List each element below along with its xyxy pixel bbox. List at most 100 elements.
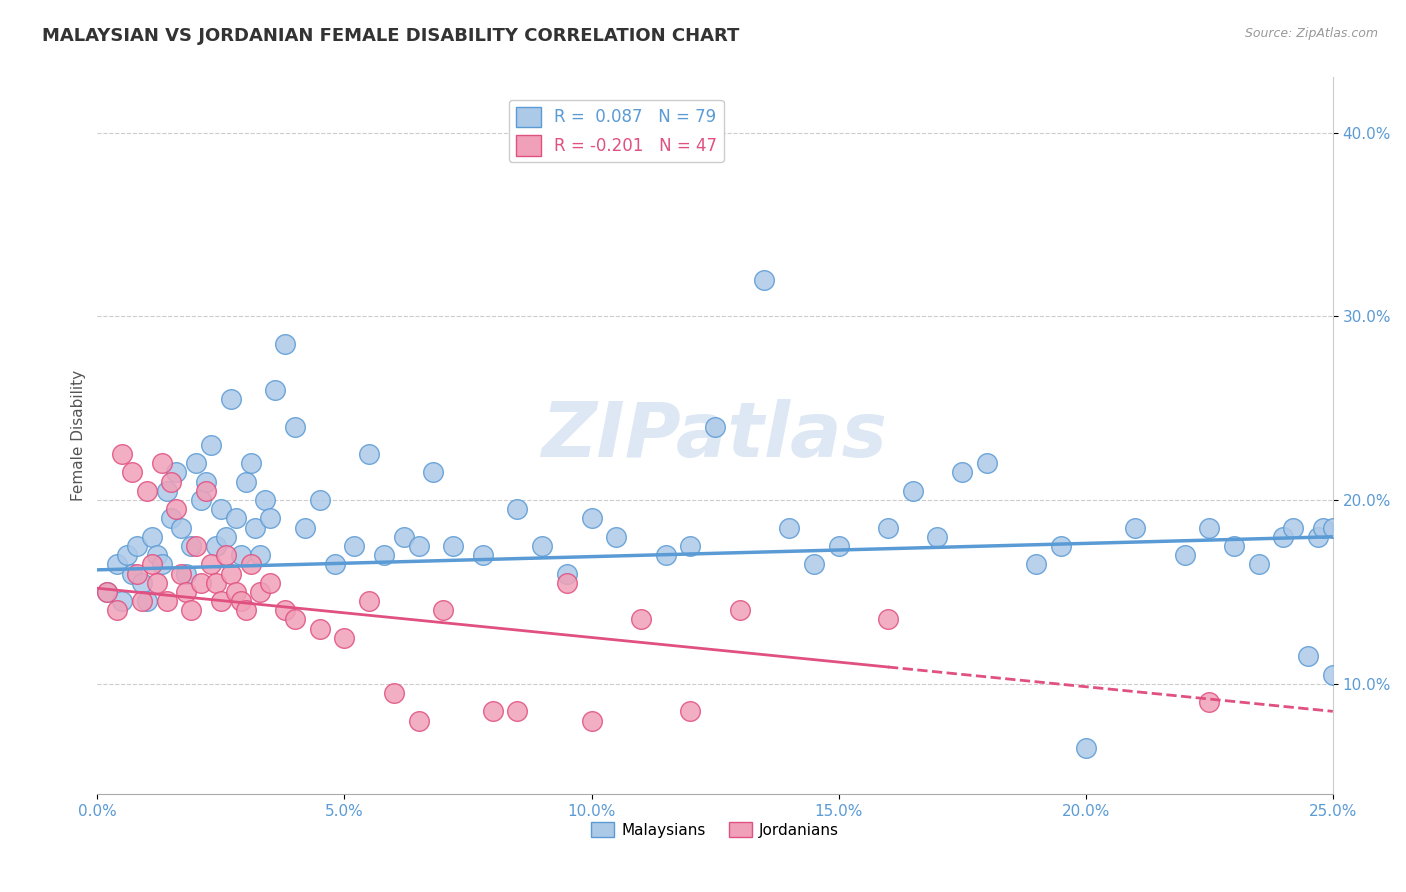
Point [205,575,228,590]
Point [901,483,924,498]
Point [165,502,187,516]
Point [382,686,405,700]
Point [195,483,218,498]
Point [1074,741,1097,756]
Point [877,612,900,626]
Point [235,603,257,617]
Point [392,530,415,544]
Point [1025,558,1047,572]
Point [115,548,138,562]
Point [1247,558,1270,572]
Point [225,511,247,525]
Point [170,566,193,581]
Point [471,548,494,562]
Point [1173,548,1195,562]
Point [294,520,316,534]
Point [105,558,128,572]
Point [165,466,187,480]
Point [190,575,212,590]
Point [131,594,153,608]
Point [408,539,430,553]
Point [155,594,177,608]
Point [259,575,281,590]
Point [274,336,297,351]
Text: ZIPatlas: ZIPatlas [543,399,889,473]
Point [308,622,330,636]
Point [195,475,218,489]
Point [359,594,381,608]
Point [96,585,118,599]
Point [170,520,193,534]
Point [506,502,529,516]
Point [105,603,128,617]
Text: MALAYSIAN VS JORDANIAN FEMALE DISABILITY CORRELATION CHART: MALAYSIAN VS JORDANIAN FEMALE DISABILITY… [42,27,740,45]
Point [186,456,208,470]
Point [180,603,202,617]
Point [160,475,183,489]
Point [284,419,307,434]
Point [235,475,257,489]
Point [229,548,252,562]
Point [200,438,222,452]
Point [359,447,381,461]
Point [373,548,395,562]
Point [135,483,157,498]
Point [225,585,247,599]
Point [274,603,297,617]
Point [481,704,503,718]
Point [229,594,252,608]
Point [605,530,627,544]
Point [679,704,702,718]
Point [1296,649,1319,664]
Legend: Malaysians, Jordanians: Malaysians, Jordanians [585,815,845,844]
Point [131,575,153,590]
Point [125,566,148,581]
Point [239,456,262,470]
Point [754,272,776,286]
Point [249,548,271,562]
Point [441,539,464,553]
Point [145,575,167,590]
Point [1322,520,1344,534]
Point [254,493,277,508]
Point [950,466,973,480]
Point [308,493,330,508]
Point [111,447,134,461]
Point [155,483,177,498]
Point [186,539,208,553]
Point [679,539,702,553]
Point [209,502,232,516]
Point [827,539,849,553]
Point [205,539,228,553]
Point [176,566,198,581]
Point [141,530,163,544]
Point [264,383,287,397]
Point [200,558,222,572]
Point [1312,520,1334,534]
Point [150,558,173,572]
Point [728,603,751,617]
Point [245,520,267,534]
Point [1322,667,1344,681]
Point [581,511,603,525]
Point [111,594,134,608]
Point [778,520,800,534]
Point [215,548,238,562]
Point [654,548,676,562]
Point [141,558,163,572]
Point [215,530,238,544]
Point [239,558,262,572]
Point [1282,520,1305,534]
Point [1272,530,1295,544]
Point [1198,520,1220,534]
Point [333,631,356,645]
Point [121,466,143,480]
Point [160,511,183,525]
Point [1223,539,1246,553]
Point [121,566,143,581]
Point [555,566,578,581]
Point [145,548,167,562]
Point [531,539,554,553]
Point [343,539,366,553]
Y-axis label: Female Disability: Female Disability [72,370,86,501]
